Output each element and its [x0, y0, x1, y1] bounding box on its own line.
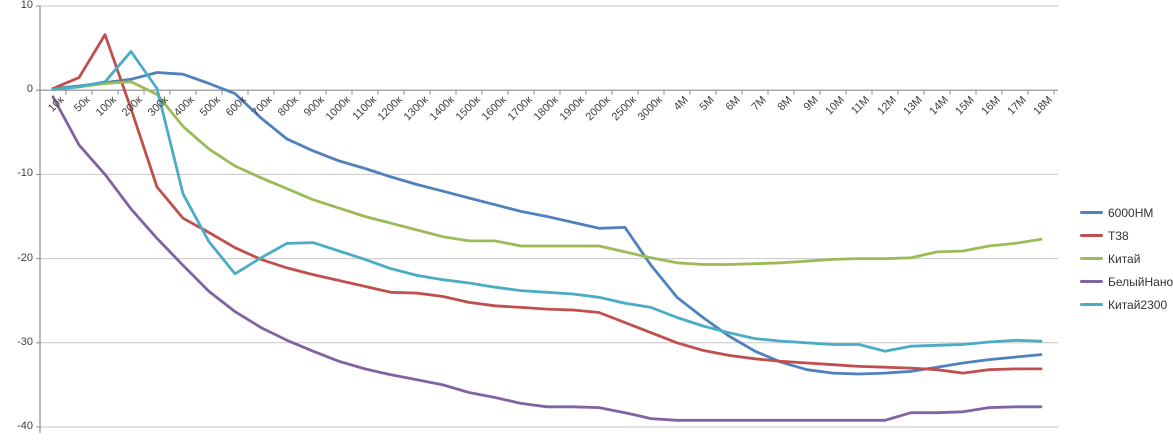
legend-item-БелыйНано[interactable]: БелыйНано: [1080, 270, 1173, 293]
legend-line-swatch: [1080, 211, 1103, 214]
series-line-Китай2300[interactable]: [51, 50, 1043, 353]
y-tick-label: -20: [17, 251, 33, 264]
legend-label: Китай2300: [1108, 297, 1168, 312]
legend-line-swatch: [1080, 257, 1103, 260]
series-line-6000НМ[interactable]: [51, 71, 1043, 376]
series-line-БелыйНано[interactable]: [51, 95, 1043, 422]
series-line-Т38[interactable]: [51, 33, 1043, 375]
legend-item-Китай[interactable]: Китай: [1080, 247, 1173, 270]
legend-line-swatch: [1080, 234, 1103, 237]
legend-item-6000НМ[interactable]: 6000НМ: [1080, 201, 1173, 224]
legend-item-Китай2300[interactable]: Китай2300: [1080, 293, 1173, 316]
y-tick-label: -10: [17, 167, 33, 180]
legend-label: Т38: [1108, 228, 1129, 243]
legend-line-swatch: [1080, 303, 1103, 306]
legend-item-Т38[interactable]: Т38: [1080, 224, 1173, 247]
y-tick-label: 10: [20, 0, 33, 11]
legend-label: БелыйНано: [1108, 274, 1173, 289]
series-line-Китай[interactable]: [51, 80, 1043, 266]
y-tick-label: -30: [17, 335, 33, 348]
legend-line-swatch: [1080, 280, 1103, 283]
legend: 6000НМ Т38 Китай БелыйНано Китай2300: [1080, 201, 1173, 316]
legend-label: Китай: [1108, 251, 1141, 266]
legend-label: 6000НМ: [1108, 205, 1154, 220]
y-tick-label: 0: [26, 83, 33, 96]
y-tick-label: -40: [17, 420, 33, 432]
